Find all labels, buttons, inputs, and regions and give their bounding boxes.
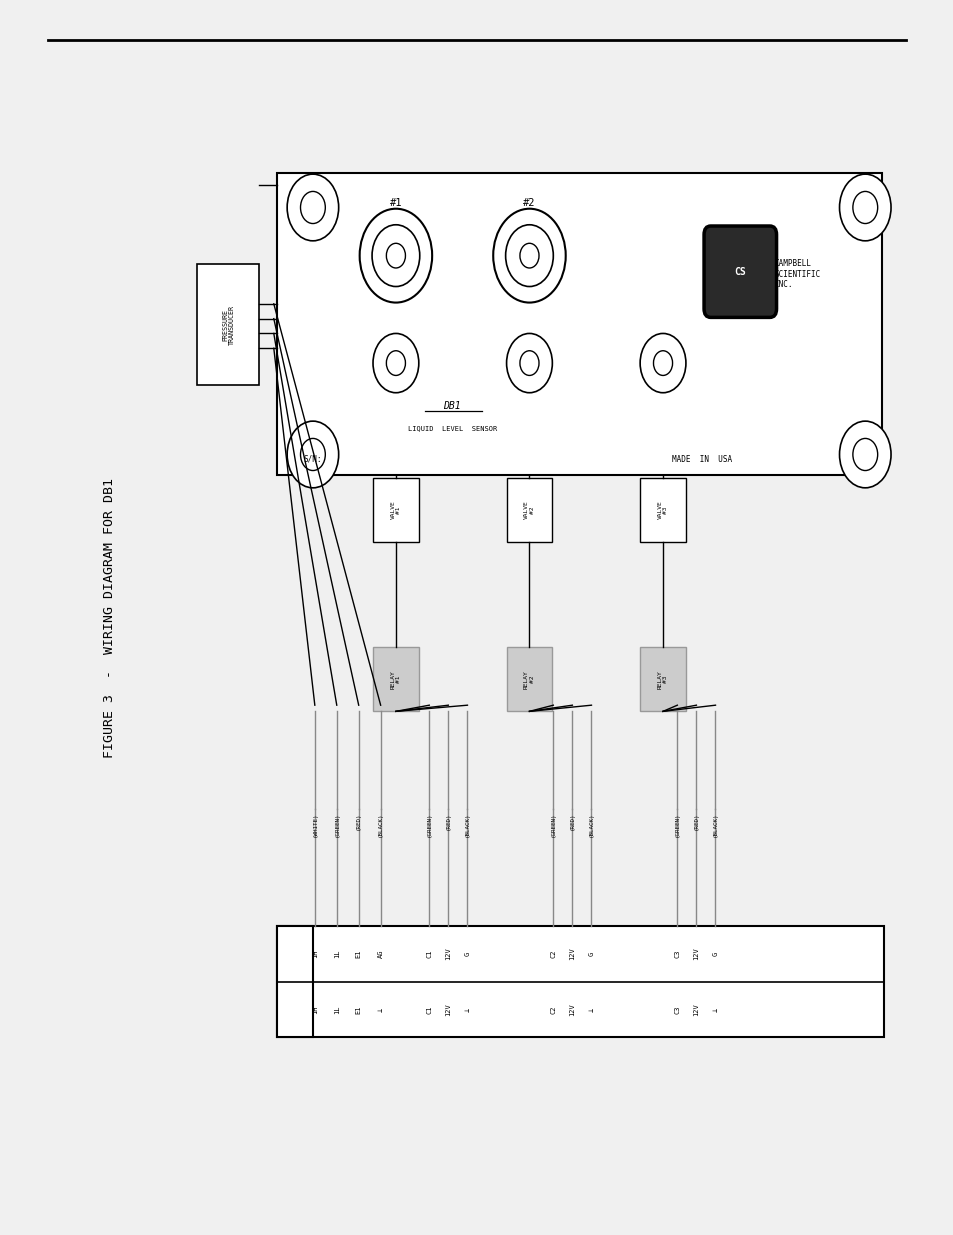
Circle shape bbox=[300, 191, 325, 224]
Text: (RED): (RED) bbox=[693, 813, 699, 830]
Circle shape bbox=[852, 191, 877, 224]
Circle shape bbox=[300, 438, 325, 471]
Text: (BLACK): (BLACK) bbox=[588, 813, 594, 837]
Circle shape bbox=[359, 209, 432, 303]
Text: C1: C1 bbox=[426, 1005, 432, 1014]
Text: ⊥: ⊥ bbox=[464, 1008, 470, 1011]
Text: (GREEN): (GREEN) bbox=[334, 813, 339, 837]
Text: CAMPBELL
SCIENTIFIC
INC.: CAMPBELL SCIENTIFIC INC. bbox=[774, 259, 820, 289]
Text: 12V: 12V bbox=[445, 1003, 451, 1016]
Text: (RED): (RED) bbox=[355, 813, 361, 830]
Circle shape bbox=[839, 421, 890, 488]
Text: G: G bbox=[588, 952, 594, 956]
Text: E1: E1 bbox=[355, 1005, 361, 1014]
Circle shape bbox=[639, 333, 685, 393]
Text: C3: C3 bbox=[674, 950, 679, 958]
Circle shape bbox=[386, 351, 405, 375]
Circle shape bbox=[852, 438, 877, 471]
Text: (GREEN): (GREEN) bbox=[674, 813, 679, 837]
Text: 1L: 1L bbox=[334, 950, 339, 958]
Text: PRESSURE
TRANSDUCER: PRESSURE TRANSDUCER bbox=[222, 305, 234, 345]
Text: 1H: 1H bbox=[312, 1005, 317, 1014]
Bar bbox=[276, 173, 882, 475]
Circle shape bbox=[505, 225, 553, 287]
Bar bbox=[639, 647, 685, 711]
Text: (WHITE): (WHITE) bbox=[312, 813, 317, 837]
Text: G: G bbox=[464, 952, 470, 956]
Text: VALVE
#3: VALVE #3 bbox=[657, 500, 668, 520]
Circle shape bbox=[493, 209, 565, 303]
Bar bbox=[276, 926, 313, 1037]
Circle shape bbox=[653, 351, 672, 375]
Text: C3: C3 bbox=[674, 1005, 679, 1014]
Text: (RED): (RED) bbox=[569, 813, 575, 830]
Text: (BLACK): (BLACK) bbox=[712, 813, 718, 837]
Bar bbox=[506, 478, 552, 542]
Text: S/N:: S/N: bbox=[303, 454, 321, 464]
Circle shape bbox=[287, 174, 338, 241]
Circle shape bbox=[372, 225, 419, 287]
Circle shape bbox=[373, 333, 418, 393]
Text: RELAY
#2: RELAY #2 bbox=[523, 669, 535, 689]
Text: #2: #2 bbox=[522, 198, 536, 207]
Bar bbox=[276, 926, 883, 1037]
Text: 12V: 12V bbox=[569, 1003, 575, 1016]
Bar bbox=[639, 478, 685, 542]
Text: CS: CS bbox=[734, 267, 745, 277]
Bar bbox=[506, 647, 552, 711]
Circle shape bbox=[519, 243, 538, 268]
Text: VALVE
#1: VALVE #1 bbox=[390, 500, 401, 520]
Text: ⊥: ⊥ bbox=[712, 1008, 718, 1011]
Text: 1H: 1H bbox=[312, 950, 317, 958]
Text: ⊥: ⊥ bbox=[588, 1008, 594, 1011]
Text: C2: C2 bbox=[550, 950, 556, 958]
Circle shape bbox=[386, 243, 405, 268]
Text: 12V: 12V bbox=[693, 1003, 699, 1016]
Text: DB1: DB1 bbox=[443, 401, 460, 411]
Text: AG: AG bbox=[377, 950, 383, 958]
Text: 12V: 12V bbox=[445, 947, 451, 961]
Text: C1: C1 bbox=[426, 950, 432, 958]
Text: (GREEN): (GREEN) bbox=[550, 813, 556, 837]
Text: LIQUID  LEVEL  SENSOR: LIQUID LEVEL SENSOR bbox=[407, 425, 497, 431]
Text: FIGURE 3  -  WIRING DIAGRAM FOR DB1: FIGURE 3 - WIRING DIAGRAM FOR DB1 bbox=[103, 478, 116, 757]
Text: (BLACK): (BLACK) bbox=[377, 813, 383, 837]
Bar bbox=[197, 264, 259, 385]
Text: C2: C2 bbox=[550, 1005, 556, 1014]
Text: 12V: 12V bbox=[569, 947, 575, 961]
Text: (RED): (RED) bbox=[445, 813, 451, 830]
Text: (BLACK): (BLACK) bbox=[464, 813, 470, 837]
Bar bbox=[373, 647, 418, 711]
Circle shape bbox=[506, 333, 552, 393]
Circle shape bbox=[839, 174, 890, 241]
Text: MADE  IN  USA: MADE IN USA bbox=[671, 454, 732, 464]
Text: RELAY
#1: RELAY #1 bbox=[390, 669, 401, 689]
Text: 1L: 1L bbox=[334, 1005, 339, 1014]
Text: 12V: 12V bbox=[693, 947, 699, 961]
Circle shape bbox=[519, 351, 538, 375]
Text: VALVE
#2: VALVE #2 bbox=[523, 500, 535, 520]
Text: ⊥: ⊥ bbox=[377, 1008, 383, 1011]
Text: RELAY
#3: RELAY #3 bbox=[657, 669, 668, 689]
Circle shape bbox=[287, 421, 338, 488]
Text: #1: #1 bbox=[389, 198, 402, 207]
FancyBboxPatch shape bbox=[703, 226, 776, 317]
Bar bbox=[373, 478, 418, 542]
Text: E1: E1 bbox=[355, 950, 361, 958]
Text: (GREEN): (GREEN) bbox=[426, 813, 432, 837]
Text: G: G bbox=[712, 952, 718, 956]
